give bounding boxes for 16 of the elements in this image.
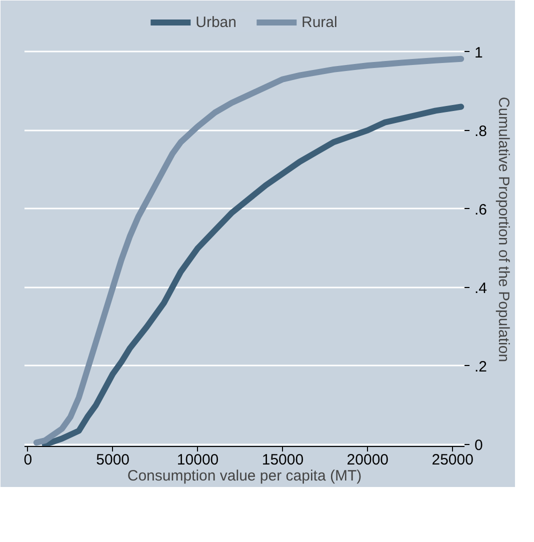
- y-tick-label: .4: [474, 280, 488, 297]
- y-tick-label: .6: [474, 201, 488, 218]
- y-tick-label: 1: [474, 44, 483, 62]
- x-tick-label: 25000: [432, 452, 474, 468]
- y-axis-title: Cumulative Proportion of the Population: [495, 96, 512, 362]
- y-tick-label: .8: [474, 122, 488, 140]
- y-tick-label: .2: [474, 358, 488, 376]
- legend-label: Rural: [302, 14, 338, 30]
- x-tick-label: 15000: [262, 452, 304, 468]
- x-tick-label: 20000: [346, 452, 389, 468]
- x-tick-label: 5000: [96, 452, 130, 468]
- y-tick-label: 0: [474, 437, 483, 454]
- x-tick-label: 10000: [176, 452, 219, 468]
- x-axis-title: Consumption value per capita (MT): [127, 468, 362, 484]
- legend-label: Urban: [196, 14, 236, 30]
- x-tick-label: 0: [24, 452, 32, 468]
